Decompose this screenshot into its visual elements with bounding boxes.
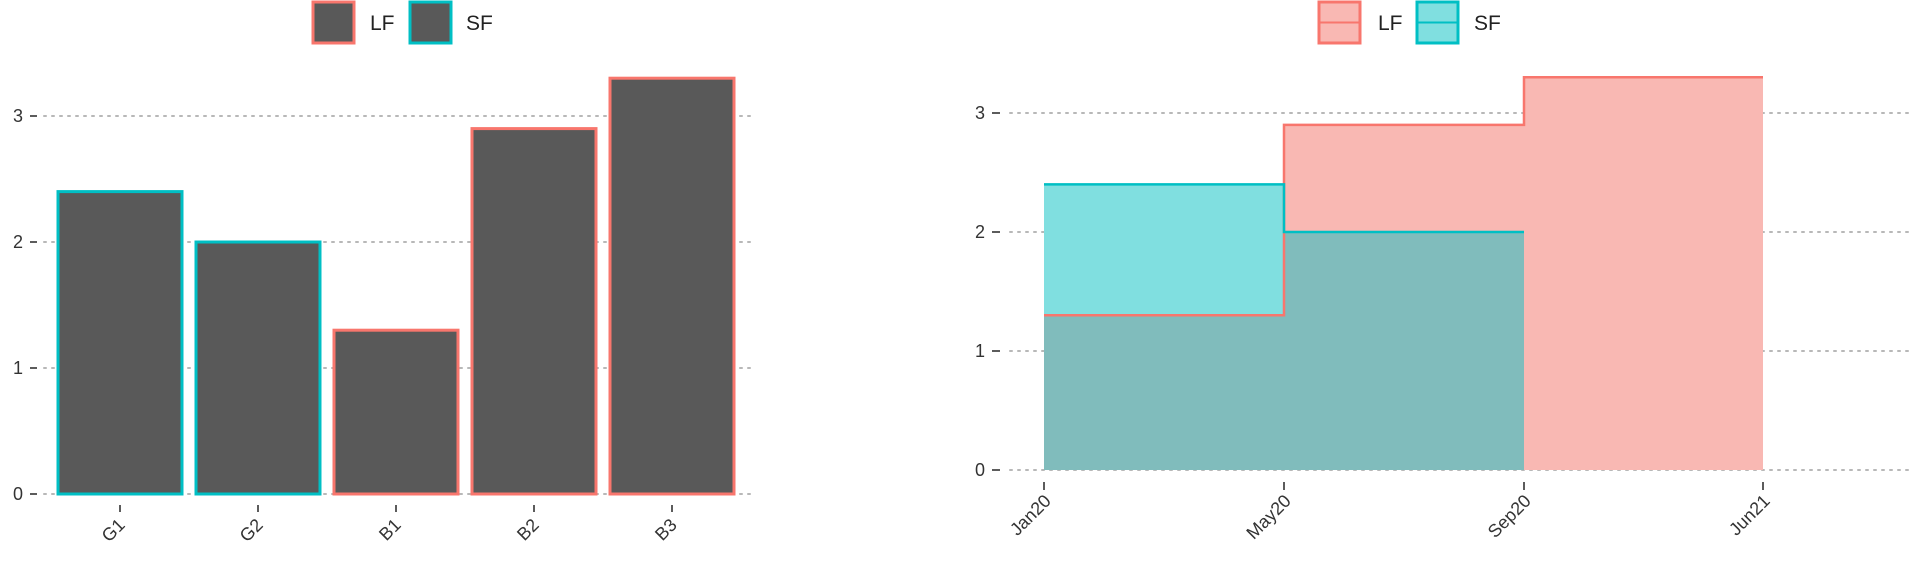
legend-label-lf: LF [370, 12, 395, 35]
x-tick-label: B2 [513, 515, 543, 545]
y-tick-label: 1 [13, 358, 23, 378]
x-tick-label: Jan20 [1006, 491, 1055, 540]
y-tick-label: 3 [13, 106, 23, 126]
bar-g2 [194, 240, 322, 496]
x-tick-label: B1 [375, 515, 405, 545]
step-area-chart: 0 1 2 3 Jan20 May20 Sep20 Jun21 LF SF [975, 0, 1909, 543]
x-tick-label: G1 [98, 515, 129, 546]
area-overlap [1044, 232, 1524, 470]
legend: LF SF [1317, 0, 1501, 45]
x-tick-label: B3 [651, 515, 681, 545]
x-tick-label: G2 [236, 515, 267, 546]
y-tick-label: 3 [975, 103, 985, 123]
x-tick-label: May20 [1242, 491, 1294, 543]
line-sf [1044, 183, 1524, 234]
bar-chart: 0 1 2 3 G1 G2 B1 B2 B3 LF SF [13, 0, 757, 546]
bar-g1 [56, 190, 184, 496]
bar-b1 [332, 328, 460, 496]
legend-label-lf: LF [1378, 12, 1403, 35]
legend-label-sf: SF [466, 12, 493, 35]
legend: LF SF [311, 0, 493, 45]
y-tick-label: 1 [975, 341, 985, 361]
y-tick-label: 0 [975, 460, 985, 480]
y-tick-label: 2 [13, 232, 23, 252]
legend-label-sf: SF [1474, 12, 1501, 35]
legend-key-sf [408, 0, 453, 45]
y-tick-label: 0 [13, 484, 23, 504]
bar-b3 [608, 76, 736, 496]
y-tick-label: 2 [975, 222, 985, 242]
x-tick-label: Sep20 [1484, 491, 1535, 542]
legend-key-lf [311, 0, 356, 45]
line-lf [1044, 76, 1763, 317]
x-tick-label: Jun21 [1725, 491, 1774, 540]
bar-b2 [470, 127, 598, 496]
